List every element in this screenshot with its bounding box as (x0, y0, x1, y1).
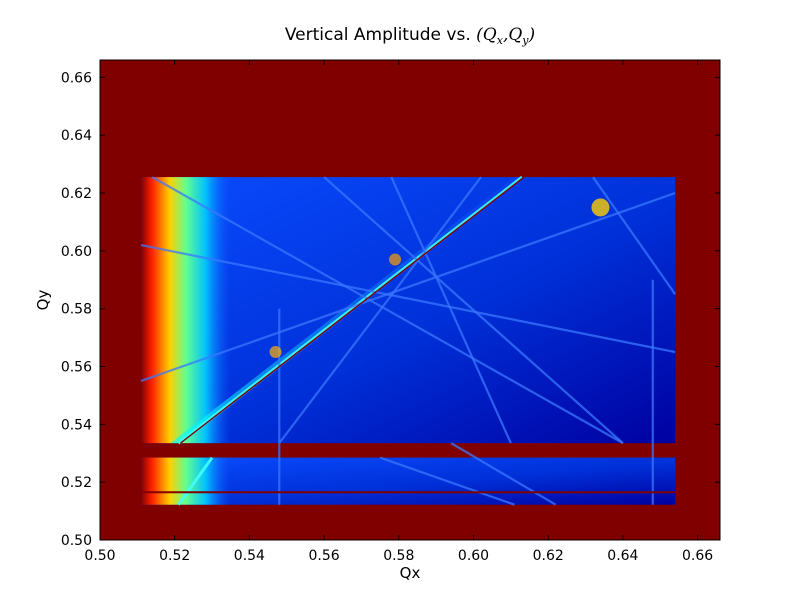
y-tick-label-0: 0.50 (61, 533, 92, 549)
y-tick-label-1: 0.52 (61, 475, 92, 491)
hotspot-mid (389, 253, 402, 266)
y-tick-label-4: 0.58 (61, 302, 92, 318)
chart-title-paren-open: ( (476, 25, 483, 45)
y-tick-label-6: 0.62 (61, 186, 92, 202)
x-tick-label-6: 0.62 (533, 548, 564, 564)
resonance-line-13 (379, 456, 515, 506)
resonance-line-6 (592, 176, 677, 295)
x-tick-label-8: 0.66 (682, 548, 713, 564)
resonance-line-9 (390, 176, 512, 444)
resonance-line-4 (323, 176, 624, 444)
diagonal-saturated-line (180, 176, 525, 444)
x-tick-label-4: 0.58 (383, 548, 414, 564)
y-tick-label-3: 0.56 (61, 360, 92, 376)
chart-title: Vertical Amplitude vs. (Qx,Qy) (285, 25, 535, 47)
axis-ticks: 0.50 0.52 0.54 0.56 0.58 0.60 0.62 0.64 0.66 0.50… (61, 60, 720, 564)
hotspot-top-right (591, 198, 610, 217)
chart-title-sub-x: x (497, 34, 504, 47)
plot-area (100, 60, 720, 540)
chart-title-q2: Q (508, 25, 522, 45)
x-tick-label-2: 0.54 (234, 548, 265, 564)
y-tick-label-2: 0.54 (61, 417, 92, 433)
chart-title-comma: , (503, 25, 508, 45)
y-axis-label: Qy (34, 290, 52, 311)
x-tick-label-7: 0.64 (607, 548, 638, 564)
heatmap-edge-2 (141, 457, 232, 505)
y-tick-label-7: 0.64 (61, 128, 92, 144)
resonance-line-12 (450, 442, 557, 506)
x-tick-label-3: 0.56 (309, 548, 340, 564)
y-tick-label-5: 0.60 (61, 244, 92, 260)
heatmap-edge-1 (141, 177, 232, 444)
x-tick-label-0: 0.50 (84, 548, 115, 564)
chart-title-q1: Q (483, 25, 497, 45)
y-tick-label-8: 0.66 (61, 70, 92, 86)
chart-title-sub-y: y (521, 34, 529, 47)
chart-title-text: Vertical Amplitude vs. (285, 25, 476, 45)
x-axis-label: Qx (400, 564, 421, 582)
resonance-line-5 (278, 176, 482, 444)
chart-title-paren-close: ) (528, 25, 536, 45)
plot-frame (99, 59, 721, 541)
x-tick-label-1: 0.52 (159, 548, 190, 564)
resonance-line-11 (140, 191, 676, 383)
x-tick-label-5: 0.60 (458, 548, 489, 564)
resonance-line-1 (177, 175, 523, 445)
resonance-line-3 (151, 176, 624, 445)
hotspot-left (269, 346, 282, 359)
resonance-line-2 (177, 456, 214, 506)
resonance-line-10 (140, 243, 676, 354)
